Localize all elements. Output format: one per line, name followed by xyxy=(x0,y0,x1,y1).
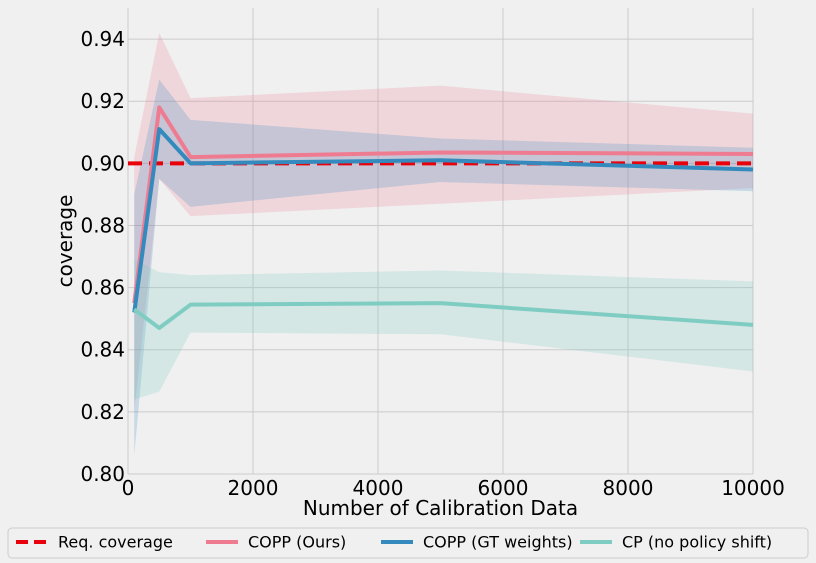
plot-area xyxy=(128,8,753,474)
y-tick-label: 0.86 xyxy=(80,276,125,300)
copp-ours-line xyxy=(132,105,754,304)
x-tick-label: 8000 xyxy=(603,476,654,500)
legend-label-req-coverage: Req. coverage xyxy=(58,533,173,552)
x-tick-label: 0 xyxy=(122,476,135,500)
legend-label-cp-no-policy-shift: CP (no policy shift) xyxy=(622,533,772,552)
cp-no-policy-shift-band xyxy=(134,259,753,400)
copp-ours-band xyxy=(134,32,753,412)
x-tick-label: 6000 xyxy=(478,476,529,500)
x-axis-title: Number of Calibration Data xyxy=(303,496,578,520)
y-tick-label: 0.94 xyxy=(80,27,125,51)
y-tick-label: 0.92 xyxy=(80,89,125,113)
y-tick-label: 0.84 xyxy=(80,338,125,362)
tick-labels: 0 2000 4000 6000 8000 10000 0.80 0.82 0.84 0.86 0.… xyxy=(80,27,784,500)
copp-gt-weights-line xyxy=(132,127,754,313)
y-tick-label: 0.82 xyxy=(80,400,125,424)
y-tick-label: 0.88 xyxy=(80,213,125,237)
y-tick-label: 0.90 xyxy=(80,151,125,175)
x-tick-label: 10000 xyxy=(721,476,785,500)
series-lines xyxy=(132,105,754,330)
x-tick-label: 4000 xyxy=(353,476,404,500)
cp-no-policy-shift-line xyxy=(133,301,754,330)
y-axis-title: coverage xyxy=(53,195,77,288)
legend-label-copp-gt-weights: COPP (GT weights) xyxy=(423,533,573,552)
x-tick-label: 2000 xyxy=(228,476,279,500)
legend: Req. coverage COPP (Ours) COPP (GT weights… xyxy=(7,527,809,559)
confidence-bands xyxy=(134,32,753,456)
y-tick-label: 0.80 xyxy=(80,462,125,486)
legend-label-copp-ours: COPP (Ours) xyxy=(248,533,346,552)
copp-gt-weights-band xyxy=(134,79,753,456)
